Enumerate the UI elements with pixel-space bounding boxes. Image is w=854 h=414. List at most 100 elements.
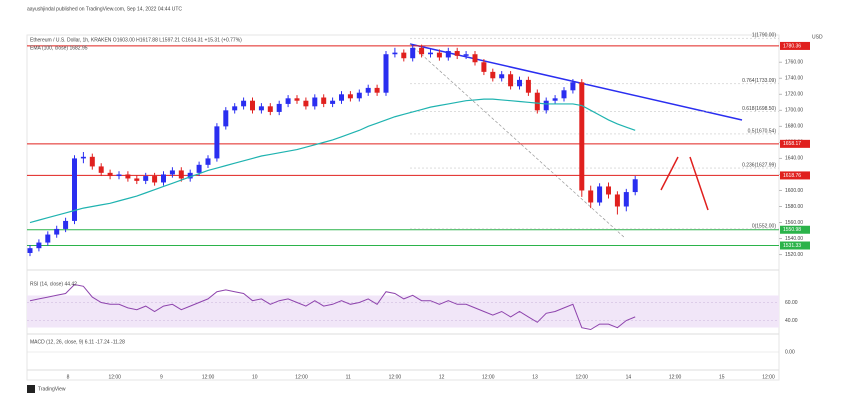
x-tick-label: 12:00 bbox=[669, 374, 682, 380]
projection-arrow bbox=[660, 156, 679, 191]
y-tick-label: 1760.00 bbox=[785, 60, 803, 66]
candle-body bbox=[134, 178, 140, 181]
y-tick-label: 1600.00 bbox=[785, 188, 803, 194]
candle-body bbox=[107, 172, 113, 177]
x-tick-label: 12:00 bbox=[482, 374, 495, 380]
candle-body bbox=[419, 47, 425, 55]
candle-body bbox=[187, 172, 193, 179]
fib-label: 0(1552.00) bbox=[752, 223, 777, 229]
candle-body bbox=[294, 98, 300, 101]
x-tick-label: 12:00 bbox=[575, 374, 588, 380]
ema-line bbox=[29, 98, 636, 224]
rsi-tick-label: 40.00 bbox=[785, 318, 798, 324]
fib-label: 0.618(1698.50) bbox=[742, 106, 776, 112]
level-label: 1531.33 bbox=[783, 243, 801, 249]
fib-diagonal bbox=[409, 43, 626, 239]
candle-body bbox=[623, 192, 629, 207]
x-tick-label: 12:00 bbox=[202, 374, 215, 380]
candle-body bbox=[258, 106, 264, 111]
fib-label: 0.764(1733.09) bbox=[742, 78, 776, 84]
candle-body bbox=[223, 110, 229, 127]
candle-body bbox=[588, 190, 594, 203]
candle-body bbox=[125, 174, 131, 179]
candle-body bbox=[27, 248, 33, 253]
projection-arrow bbox=[689, 156, 709, 211]
candle-body bbox=[543, 100, 549, 111]
candle-body bbox=[383, 54, 389, 93]
y-tick-label: 1580.00 bbox=[785, 204, 803, 210]
y-tick-label: 1540.00 bbox=[785, 236, 803, 242]
candle-body bbox=[89, 156, 95, 167]
x-tick-label: 11 bbox=[346, 374, 351, 380]
candle-body bbox=[517, 79, 522, 87]
candle-body bbox=[303, 100, 309, 107]
level-tag bbox=[780, 241, 810, 250]
x-tick-label: 12:00 bbox=[389, 374, 402, 380]
candle-body bbox=[80, 156, 86, 159]
rsi-tick-label: 60.00 bbox=[785, 300, 798, 306]
macd-zero-label: 0.00 bbox=[785, 349, 795, 355]
candle-body bbox=[214, 126, 220, 159]
fib-label: 1(1790.00) bbox=[752, 33, 777, 39]
candle-body bbox=[445, 51, 451, 58]
candle-body bbox=[463, 54, 469, 56]
x-tick-label: 12:00 bbox=[295, 374, 308, 380]
x-tick-label: 12:00 bbox=[108, 374, 121, 380]
x-tick-label: 8 bbox=[67, 374, 70, 380]
candle-body bbox=[597, 186, 603, 203]
currency: USD bbox=[812, 34, 823, 40]
fib-label: 0.5(1670.54) bbox=[748, 128, 777, 134]
candle-body bbox=[579, 82, 585, 191]
candle-body bbox=[339, 94, 344, 101]
candle-body bbox=[410, 47, 416, 59]
candle-body bbox=[312, 97, 318, 107]
rsi-band bbox=[27, 295, 779, 328]
candle-body bbox=[267, 106, 273, 112]
y-tick-label: 1640.00 bbox=[785, 156, 803, 162]
candle-body bbox=[347, 94, 353, 99]
trend-line bbox=[409, 43, 743, 121]
y-tick-label: 1520.00 bbox=[785, 252, 803, 258]
candle-body bbox=[606, 186, 611, 195]
candle-body bbox=[36, 242, 42, 249]
candle-body bbox=[570, 82, 576, 91]
candle-body bbox=[561, 90, 567, 99]
candle-body bbox=[285, 98, 291, 104]
rsi-name: RSI (14, close) 44.42 bbox=[30, 281, 77, 287]
x-tick-label: 15 bbox=[719, 374, 725, 380]
symbol: Ethereum / U.S. Dollar, 1h, KRAKEN O1603… bbox=[30, 37, 242, 43]
candle-body bbox=[374, 87, 380, 93]
logo-icon bbox=[27, 385, 35, 393]
x-tick-label: 12:00 bbox=[762, 374, 775, 380]
x-tick-label: 12 bbox=[439, 374, 445, 380]
x-tick-label: 9 bbox=[160, 374, 163, 380]
plot-frame bbox=[26, 34, 780, 381]
level-label: 1618.76 bbox=[783, 173, 801, 179]
candle-body bbox=[161, 174, 166, 183]
candle-body bbox=[481, 62, 487, 72]
candle-body bbox=[116, 174, 122, 177]
candle-body bbox=[365, 87, 371, 93]
candle-body bbox=[436, 52, 442, 58]
candle-body bbox=[72, 158, 77, 221]
candle-body bbox=[45, 234, 51, 243]
candle-body bbox=[454, 51, 460, 56]
x-tick-label: 10 bbox=[252, 374, 258, 380]
level-tag bbox=[780, 139, 810, 148]
macd-name: MACD (12, 26, close, 9) 6.11 -17.24 -11.… bbox=[30, 339, 125, 345]
candle-body bbox=[490, 71, 496, 79]
candle-body bbox=[428, 52, 433, 55]
candle-body bbox=[552, 98, 558, 101]
candle-body bbox=[152, 176, 158, 183]
candle-body bbox=[401, 52, 407, 59]
candle-body bbox=[632, 179, 638, 193]
candle-body bbox=[196, 164, 202, 173]
candle-body bbox=[499, 74, 505, 79]
x-tick-label: 13 bbox=[532, 374, 538, 380]
candle-body bbox=[250, 100, 255, 111]
candle-body bbox=[63, 220, 69, 229]
candle-body bbox=[143, 176, 149, 181]
candle-body bbox=[178, 170, 184, 179]
candle-body bbox=[356, 92, 362, 99]
